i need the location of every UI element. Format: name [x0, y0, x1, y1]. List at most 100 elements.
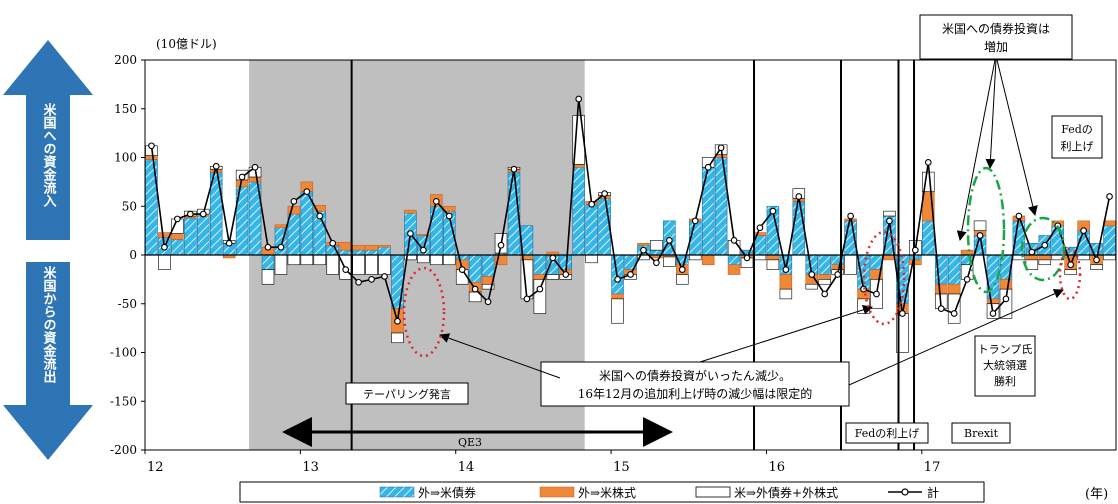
bar-outward — [378, 254, 391, 275]
highlight-ellipse-2016b — [1020, 216, 1066, 282]
trump-annotation: トランプ氏 大統領選 勝利 — [974, 335, 1036, 397]
bar-bond — [947, 254, 961, 285]
fed-hike2-annotation: Fedの 利上げ — [1051, 115, 1103, 159]
bar-outward — [261, 269, 275, 285]
total-point — [445, 212, 453, 220]
bar-outward — [947, 293, 961, 324]
x-tick-label: 15 — [613, 460, 630, 475]
bar-bond — [261, 254, 275, 270]
bar-bond — [857, 254, 870, 290]
total-point — [148, 142, 155, 150]
bar-bond — [727, 254, 741, 266]
bar-outward — [533, 279, 547, 314]
legend-bond-label: 外⇒米債券 — [418, 485, 476, 500]
y-tick-label: 200 — [114, 53, 137, 67]
total-point — [510, 165, 518, 173]
total-point — [795, 193, 803, 200]
bar-bond — [701, 166, 715, 256]
bar-bond — [365, 249, 378, 256]
bar-outward — [1077, 254, 1090, 261]
bar-stock — [145, 155, 158, 160]
tapering-annotation: テーパリング発言 — [345, 382, 469, 405]
bar-outward — [1090, 264, 1103, 270]
qe3-label: QE3 — [458, 436, 482, 449]
total-point — [575, 95, 583, 103]
bar-outward — [417, 254, 430, 264]
y-tick-label: -150 — [110, 394, 137, 408]
bar-stock — [701, 254, 715, 266]
qe3-annotation: QE3 — [282, 417, 673, 449]
total-point — [873, 290, 880, 298]
bar-outward — [1103, 254, 1116, 261]
total-point — [277, 243, 285, 251]
total-point — [342, 266, 350, 273]
bar-outward — [391, 332, 404, 344]
bar-bond — [818, 254, 831, 275]
trump-label-2: 大統領選 — [983, 358, 1027, 372]
total-point — [1015, 212, 1023, 220]
bar-outward — [676, 274, 689, 285]
highlight-ellipse-2013 — [402, 266, 446, 358]
total-point — [911, 246, 919, 254]
total-point — [484, 298, 492, 306]
bar-outward — [883, 210, 896, 217]
bar-stock — [339, 242, 352, 251]
bar-bond — [468, 254, 482, 283]
total-point — [381, 273, 388, 280]
trump-label-3: 勝利 — [994, 374, 1016, 388]
outflow-arrow — [3, 262, 93, 460]
total-point — [937, 305, 945, 312]
bar-bond — [792, 201, 806, 256]
x-tick-label: 13 — [302, 460, 319, 475]
bar-stock — [779, 274, 793, 290]
bar-bond — [171, 239, 184, 256]
total-point — [174, 215, 181, 223]
bar-bond — [1103, 225, 1116, 256]
total-point — [950, 310, 958, 317]
bar-stock — [417, 234, 430, 236]
bar-outward — [1038, 259, 1052, 266]
legend-outward-swatch — [695, 486, 731, 498]
total-point — [355, 278, 362, 286]
total-point — [523, 295, 531, 303]
bar-outward — [650, 240, 663, 251]
bar-outward — [572, 115, 585, 165]
inflow-label: 米国への資金流入 — [41, 102, 58, 207]
total-point — [1093, 256, 1100, 264]
total-point — [420, 246, 427, 254]
bar-outward — [481, 283, 495, 290]
highlight-ellipse-2017 — [1058, 247, 1082, 301]
total-point — [808, 271, 816, 278]
bar-outward — [158, 254, 171, 270]
bar-stock — [378, 244, 391, 248]
x-tick-label: 16 — [768, 460, 785, 475]
total-point — [394, 317, 401, 325]
legend-stock-label: 外⇒米株式 — [578, 485, 636, 500]
total-point — [199, 210, 207, 218]
bar-stock — [986, 298, 1000, 305]
fed-hike-label: Fedの利上げ — [855, 427, 920, 440]
bar-stock — [637, 243, 650, 246]
total-point — [290, 198, 298, 205]
bar-outward — [300, 254, 314, 266]
total-point — [924, 159, 932, 166]
bar-stock — [753, 232, 767, 236]
total-point — [1041, 241, 1049, 249]
total-point — [186, 210, 194, 218]
bond-decrease-label-2: 16年12月の追加利上げ時の減少幅は限定的 — [578, 386, 813, 401]
total-point — [834, 271, 841, 278]
bar-stock — [960, 249, 974, 256]
y-tick-label: 100 — [114, 151, 137, 165]
total-point — [665, 237, 673, 244]
bond-increase-label-1: 米国への債券投資は — [942, 21, 1050, 36]
total-point — [847, 212, 854, 220]
bar-stock — [365, 244, 378, 251]
total-point — [316, 212, 324, 220]
total-point — [536, 285, 544, 293]
total-point — [704, 163, 712, 171]
bar-stock — [248, 176, 262, 183]
fed-hike2-label-1: Fedの — [1061, 123, 1093, 136]
y-tick-label: -200 — [110, 443, 137, 457]
bar-outward — [663, 256, 676, 268]
total-point — [458, 266, 466, 273]
